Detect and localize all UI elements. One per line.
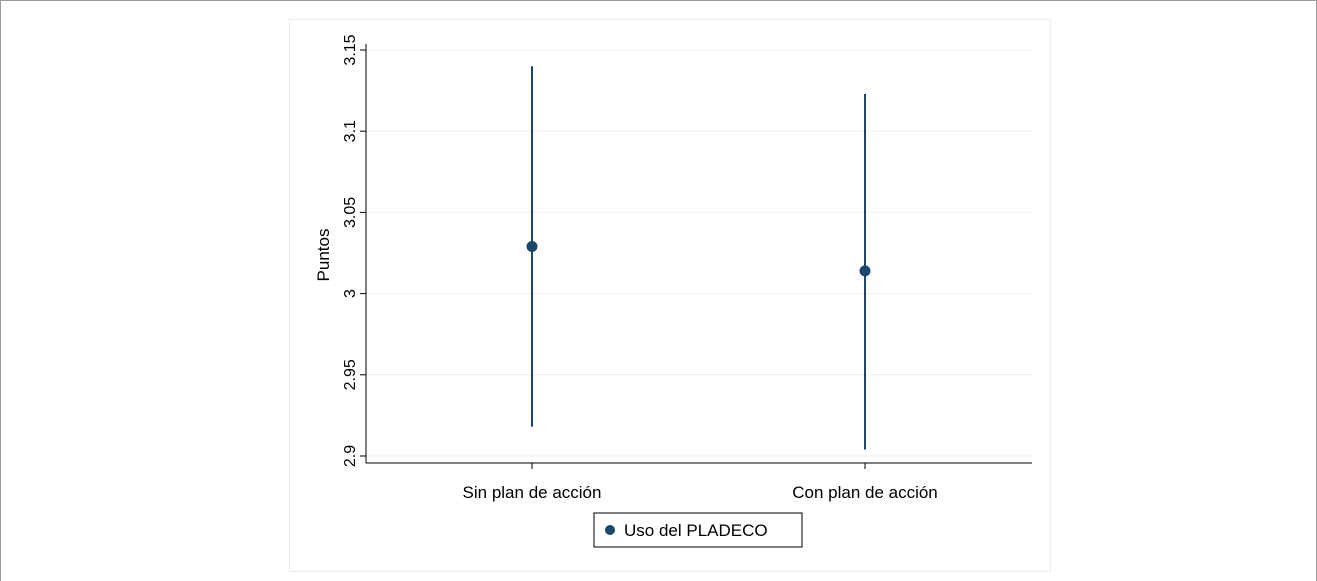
legend-box — [593, 512, 803, 548]
axes: 2.9 2.95 3 3.05 3.1 3.15 Sin plan de acción Con… — [342, 34, 1032, 502]
x-tick-label: Sin plan de acción — [463, 483, 602, 502]
legend-marker — [605, 525, 615, 535]
data-point — [526, 241, 538, 253]
chart-panel — [289, 19, 1051, 572]
data-point — [859, 265, 871, 277]
y-tick-label: 3.05 — [342, 197, 359, 228]
y-axis-label: Puntos — [314, 229, 333, 282]
legend: Uso del PLADECO — [593, 512, 803, 548]
y-tick-label: 2.9 — [342, 445, 359, 467]
legend-label: Uso del PLADECO — [624, 521, 768, 540]
y-tick-label: 2.95 — [342, 359, 359, 390]
y-tick-label: 3 — [342, 289, 359, 298]
y-tick-label: 3.1 — [342, 120, 359, 142]
y-tick-label: 3.15 — [342, 34, 359, 65]
chart-marks — [526, 66, 871, 450]
grid-lines — [366, 49, 1032, 457]
x-tick-label: Con plan de acción — [792, 483, 938, 502]
